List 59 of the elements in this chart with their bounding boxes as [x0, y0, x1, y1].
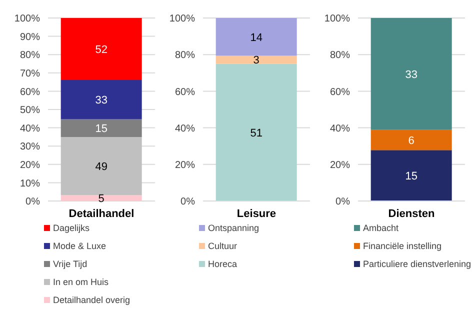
legend-label: Ambacht	[363, 223, 399, 233]
y-tick-label: 60%	[20, 86, 40, 98]
legend-label: Financiële instelling	[363, 241, 442, 251]
annotation: 15	[95, 123, 108, 136]
y-tick-label: 80%	[330, 50, 350, 62]
y-tick-label: 20%	[330, 160, 350, 171]
bar	[216, 18, 297, 56]
legend-label: Mode & Luxe	[53, 241, 106, 251]
bar	[60, 195, 142, 201]
y-tick-label: 60%	[330, 86, 350, 98]
annotation: 49	[95, 161, 108, 174]
annotation: 3	[253, 54, 260, 67]
y-tick-label: 80%	[20, 50, 40, 62]
y-tick-label: 90%	[20, 32, 40, 43]
bar	[370, 18, 452, 130]
bar	[216, 56, 297, 64]
annotation: 51	[250, 127, 262, 140]
y-tick-label: 0%	[336, 196, 350, 208]
bar	[216, 64, 297, 201]
y-tick-label: 100%	[324, 14, 350, 25]
bar	[60, 119, 142, 137]
legend-label: Horeca	[208, 259, 238, 269]
bar	[370, 150, 452, 201]
legend-label: Particuliere dienstverlening	[363, 259, 472, 269]
annotation: 33	[95, 94, 108, 107]
legend-label: In en om Huis	[53, 277, 109, 287]
y-tick-label: 0%	[26, 196, 40, 208]
y-tick-label: 80%	[174, 50, 196, 62]
y-tick-label: 100%	[14, 14, 40, 25]
bar	[60, 136, 142, 196]
x-tick-label: Detailhandel	[68, 208, 134, 220]
legend-label: Vrije Tijd	[53, 259, 88, 269]
y-tick-label: 60%	[174, 86, 196, 98]
y-tick-label: 40%	[20, 123, 40, 134]
y-tick-label: 70%	[20, 68, 40, 80]
y-tick-label: 100%	[169, 14, 196, 25]
annotation: 15	[405, 170, 418, 183]
y-tick-label: 20%	[174, 160, 196, 171]
y-tick-label: 40%	[330, 123, 350, 134]
y-tick-label: 40%	[174, 123, 196, 134]
bar	[60, 18, 142, 80]
legend-label: Ontspanning	[208, 223, 260, 233]
y-tick-label: 10%	[20, 178, 40, 190]
y-tick-label: 30%	[20, 142, 40, 153]
annotation: 14	[250, 32, 262, 44]
annotation: 52	[95, 44, 108, 56]
x-tick-label: Diensten	[388, 208, 435, 220]
y-tick-label: 50%	[20, 105, 40, 116]
y-tick-label: 20%	[20, 160, 40, 171]
annotation: 5	[98, 193, 104, 206]
legend-label: Dagelijks	[53, 223, 90, 233]
legend-label: Cultuur	[208, 241, 238, 251]
annotation: 33	[405, 68, 418, 81]
bar	[370, 130, 452, 150]
bar	[60, 80, 142, 120]
annotation: 6	[408, 134, 414, 147]
x-tick-label: Leisure	[236, 208, 276, 220]
y-tick-label: 0%	[180, 196, 196, 208]
legend-label: Detailhandel overig	[53, 295, 130, 305]
